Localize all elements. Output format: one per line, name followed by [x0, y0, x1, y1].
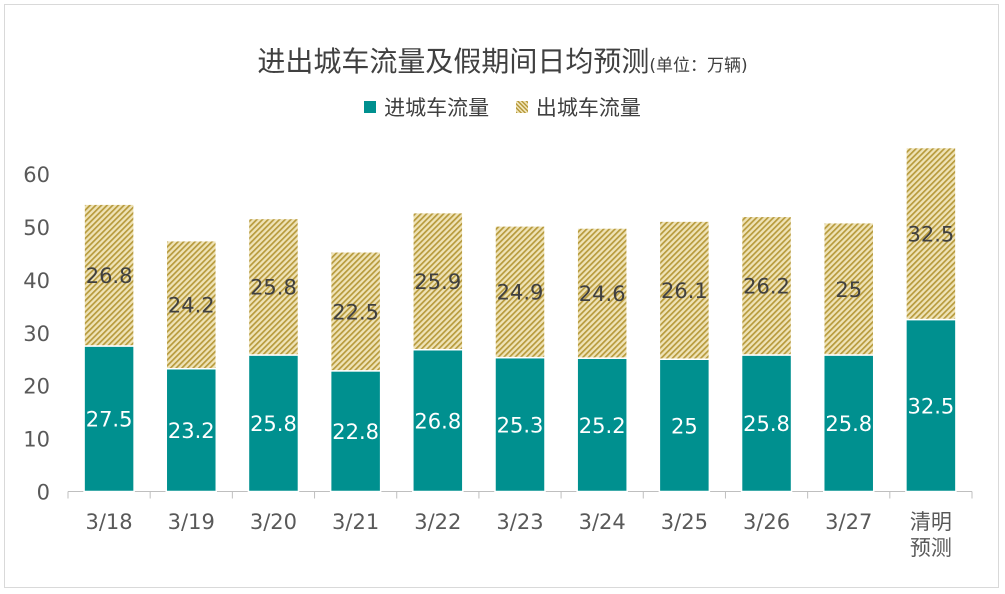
- bar-inbound: [412, 348, 464, 493]
- data-label-inbound: 25.2: [579, 414, 626, 438]
- data-label-outbound: 25.8: [250, 276, 297, 300]
- legend-label-outbound: 出城车流量: [535, 96, 641, 120]
- data-label-inbound: 25.8: [743, 412, 790, 436]
- bar-outbound: [165, 239, 218, 370]
- y-tick-label: 10: [23, 428, 50, 452]
- bar-outbound: [494, 225, 546, 359]
- data-label-inbound: 22.8: [332, 420, 379, 444]
- bar-inbound: [247, 354, 300, 493]
- y-tick-label: 40: [23, 269, 50, 293]
- x-tick-label: 3/23: [496, 510, 543, 534]
- data-label-outbound: 22.5: [332, 300, 379, 324]
- bar-inbound: [329, 370, 382, 493]
- y-tick-label: 30: [23, 322, 50, 346]
- bar-outbound: [329, 251, 382, 372]
- legend: 进城车流量 出城车流量: [0, 92, 1005, 122]
- data-label-outbound: 24.2: [168, 294, 215, 318]
- legend-swatch-outbound: [515, 101, 528, 113]
- data-label-inbound: 23.2: [168, 419, 215, 443]
- data-label-outbound: 26.1: [661, 279, 708, 303]
- data-label-inbound: 25.8: [825, 412, 872, 436]
- bar-inbound: [658, 358, 711, 493]
- data-label-inbound: 25: [671, 414, 698, 438]
- y-tick-label: 60: [23, 163, 50, 187]
- data-label-inbound: 32.5: [908, 395, 955, 419]
- bar-outbound: [412, 211, 464, 351]
- data-label-inbound: 25.3: [497, 414, 544, 438]
- y-tick-label: 50: [23, 216, 50, 240]
- x-tick-label: 3/26: [743, 510, 790, 534]
- x-tick-label: 3/25: [661, 510, 708, 534]
- bar-inbound: [494, 356, 546, 493]
- x-tick-label: 3/18: [86, 510, 133, 534]
- data-label-inbound: 26.8: [414, 410, 461, 434]
- data-label-inbound: 27.5: [86, 408, 133, 432]
- chart-title-block: 进出城车流量及假期间日均预测(单位：万辆): [0, 40, 1005, 80]
- x-tick-label: 清明预测: [910, 510, 952, 560]
- legend-item-inbound: 进城车流量: [364, 92, 489, 122]
- bar-inbound: [576, 357, 628, 493]
- legend-label-inbound: 进城车流量: [384, 96, 490, 120]
- x-tick-label: 3/27: [825, 510, 872, 534]
- bar-inbound: [83, 345, 135, 493]
- bar-outbound: [905, 146, 957, 321]
- chart-title: 进出城车流量及假期间日均预测: [257, 45, 650, 78]
- legend-swatch-inbound: [364, 101, 377, 113]
- bar-inbound: [165, 367, 218, 493]
- bar-outbound: [658, 220, 711, 360]
- legend-item-outbound: 出城车流量: [515, 92, 641, 122]
- bar-outbound: [822, 221, 875, 356]
- data-label-outbound: 24.9: [497, 281, 544, 305]
- data-label-inbound: 25.8: [250, 412, 297, 436]
- x-tick-label: 3/22: [414, 510, 461, 534]
- x-tick-label: 3/24: [579, 510, 626, 534]
- x-tick-label: 3/19: [168, 510, 215, 534]
- x-tick-label: 3/20: [250, 510, 297, 534]
- data-label-outbound: 32.5: [908, 223, 955, 247]
- data-label-outbound: 25: [835, 278, 862, 302]
- data-label-outbound: 24.6: [579, 282, 626, 306]
- bar-inbound: [905, 318, 957, 493]
- bar-outbound: [576, 227, 628, 359]
- data-label-outbound: 25.9: [414, 270, 461, 294]
- bar-outbound: [740, 215, 793, 356]
- chart-unit: (单位：万辆): [649, 56, 748, 76]
- bar-outbound: [247, 217, 300, 356]
- bar-outbound: [83, 203, 135, 347]
- data-label-outbound: 26.8: [86, 264, 133, 288]
- bar-inbound: [822, 354, 875, 493]
- y-tick-label: 0: [37, 481, 50, 505]
- data-label-outbound: 26.2: [743, 275, 790, 299]
- y-tick-label: 20: [23, 375, 50, 399]
- x-tick-label: 3/21: [332, 510, 379, 534]
